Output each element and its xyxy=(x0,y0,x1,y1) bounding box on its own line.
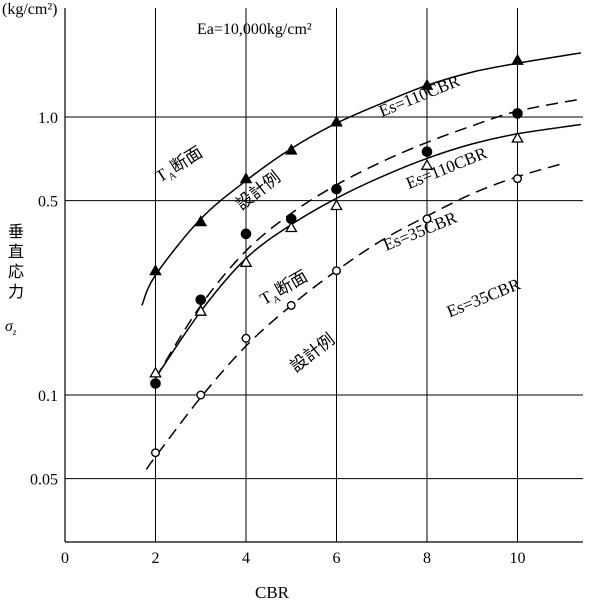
data-point-open-circle xyxy=(150,448,160,458)
annotation-label: Es=35CBR xyxy=(444,274,524,321)
data-points xyxy=(149,53,524,458)
data-point-open-circle xyxy=(286,300,296,310)
data-point-open-triangle xyxy=(330,199,343,211)
data-point-filled-circle xyxy=(150,378,161,389)
data-point-open-circle xyxy=(422,214,432,224)
series-line xyxy=(145,162,563,470)
sigma-symbol: σ xyxy=(5,318,13,335)
data-point-filled-triangle xyxy=(149,264,162,276)
data-point-filled-circle xyxy=(512,108,523,119)
grid xyxy=(65,8,583,542)
data-point-open-triangle xyxy=(149,366,162,378)
x-tick-label: 10 xyxy=(510,550,526,567)
data-point-open-circle xyxy=(513,174,523,184)
y-axis-label-char: 垂 xyxy=(7,222,24,241)
data-point-filled-circle xyxy=(195,294,207,306)
data-point-open-triangle xyxy=(511,131,524,143)
x-tick-label: 2 xyxy=(152,550,160,567)
sigma-subscript: z xyxy=(12,327,17,338)
y-axis-label-char: 力 xyxy=(7,282,24,301)
annotation-label: Es=110CBR xyxy=(403,143,490,193)
data-point-filled-triangle xyxy=(420,78,434,90)
x-tick-label: 6 xyxy=(333,550,341,567)
series-line xyxy=(154,98,582,379)
note-text: Ea=10,000kg/cm² xyxy=(197,21,312,38)
data-point-filled-circle xyxy=(240,228,252,240)
annotation-label: Es=35CBR xyxy=(381,208,461,255)
x-axis-label: CBR xyxy=(255,583,290,602)
annotation-label: TA断面 xyxy=(152,143,207,189)
y-tick-label: 1.0 xyxy=(38,110,58,127)
y-axis-label-char: 直 xyxy=(7,242,24,261)
data-point-filled-triangle xyxy=(194,215,208,227)
annotation-label: Es=110CBR xyxy=(376,71,463,121)
data-point-filled-triangle xyxy=(284,143,298,155)
data-point-open-circle xyxy=(241,333,251,343)
y-axis-symbol: σz xyxy=(5,318,16,337)
x-tick-label: 8 xyxy=(423,550,431,567)
data-point-open-triangle xyxy=(239,255,253,267)
y-unit-label: (kg/cm²) xyxy=(2,1,58,18)
data-point-filled-triangle xyxy=(239,172,253,184)
data-point-filled-circle xyxy=(331,183,342,195)
y-tick-label: 0.5 xyxy=(38,194,58,211)
data-point-open-triangle xyxy=(194,304,208,316)
data-point-filled-triangle xyxy=(511,53,524,65)
data-point-open-triangle xyxy=(420,158,434,170)
y-axis-label: 垂 直 応 力 xyxy=(2,222,30,302)
x-tick-label: 4 xyxy=(242,550,250,567)
y-tick-label: 0.1 xyxy=(38,388,58,405)
annotation-label: TA断面 xyxy=(257,267,313,312)
data-point-open-triangle xyxy=(284,221,298,233)
data-point-open-circle xyxy=(196,390,206,400)
axes: 0 2 4 6 8 10 0.05 0.1 0.5 1.0 xyxy=(30,8,583,567)
data-point-open-circle xyxy=(332,266,342,276)
annotation-label: 設計例 xyxy=(287,330,339,376)
series-line xyxy=(154,123,582,379)
y-tick-label: 0.05 xyxy=(30,472,58,489)
y-axis-label-char: 応 xyxy=(7,262,24,281)
data-point-filled-triangle xyxy=(330,115,343,127)
annotation-label: 設計例 xyxy=(232,168,284,214)
data-point-filled-circle xyxy=(421,146,433,158)
x-tick-label: 0 xyxy=(61,550,69,567)
